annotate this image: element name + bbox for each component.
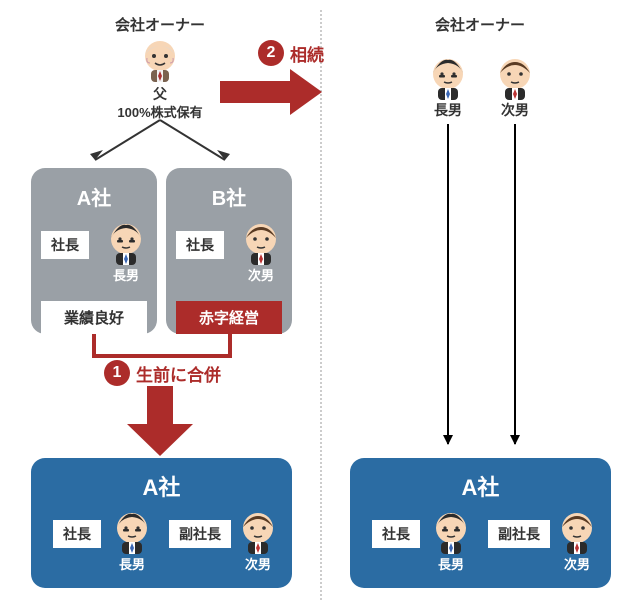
company-b-status: 赤字経営 — [176, 301, 282, 334]
merged-company-left: A社 社長 長男 副社長 次男 — [31, 458, 292, 588]
merged-left-roleA-tag: 社長 — [53, 520, 101, 548]
step1-num: 1 — [104, 360, 130, 386]
fork-arrows — [40, 118, 280, 173]
company-a-name: A社 — [41, 182, 147, 211]
merged-right-personA-avatar — [428, 508, 474, 554]
merged-right-roleA-tag: 社長 — [372, 520, 420, 548]
merged-right-personB: 次男 — [554, 554, 600, 573]
heir-a-arrow — [447, 124, 449, 444]
company-a-box: A社 社長 長男 業績良好 — [31, 168, 157, 334]
owner-title-left: 会社オーナー — [0, 14, 320, 35]
merged-left-personB-avatar — [235, 508, 281, 554]
merged-left-roleB-tag: 副社長 — [169, 520, 231, 548]
merged-right-personA: 長男 — [428, 554, 474, 573]
step2-num: 2 — [258, 40, 284, 66]
heir-b-label: 次男 — [492, 100, 538, 120]
company-b-box: B社 社長 次男 赤字経営 — [166, 168, 292, 334]
company-b-role-tag: 社長 — [176, 231, 224, 259]
step2-label: 2 相続 — [258, 40, 324, 66]
company-a-role-tag: 社長 — [41, 231, 89, 259]
merged-left-personA-avatar — [109, 508, 155, 554]
step2-text: 相続 — [290, 41, 324, 66]
company-a-person-avatar — [103, 219, 149, 265]
merged-right-personB-avatar — [554, 508, 600, 554]
right-panel: 会社オーナー 2 相続 長男 次男 A社 社長 長男 副社長 次男 — [320, 0, 640, 610]
merge-arrow-down — [115, 386, 205, 458]
company-b-name: B社 — [176, 182, 282, 211]
company-b-person: 次男 — [238, 265, 284, 284]
inherit-arrow — [220, 66, 420, 116]
heir-a-avatar — [425, 54, 471, 100]
company-a-status: 業績良好 — [41, 301, 147, 334]
merged-right-name: A社 — [350, 458, 611, 502]
heir-b-arrow — [514, 124, 516, 444]
owner-title-right: 会社オーナー — [320, 14, 640, 35]
merged-left-personA: 長男 — [109, 554, 155, 573]
merged-right-roleB-tag: 副社長 — [488, 520, 550, 548]
step1-text: 生前に合併 — [136, 361, 221, 386]
heir-a-label: 長男 — [425, 100, 471, 120]
father-avatar — [137, 36, 183, 82]
merged-company-right: A社 社長 長男 副社長 次男 — [350, 458, 611, 588]
company-a-person: 長男 — [103, 265, 149, 284]
heir-b-avatar — [492, 54, 538, 100]
step1-label: 1 生前に合併 — [104, 360, 221, 386]
merged-left-personB: 次男 — [235, 554, 281, 573]
company-b-person-avatar — [238, 219, 284, 265]
merged-left-name: A社 — [31, 458, 292, 502]
